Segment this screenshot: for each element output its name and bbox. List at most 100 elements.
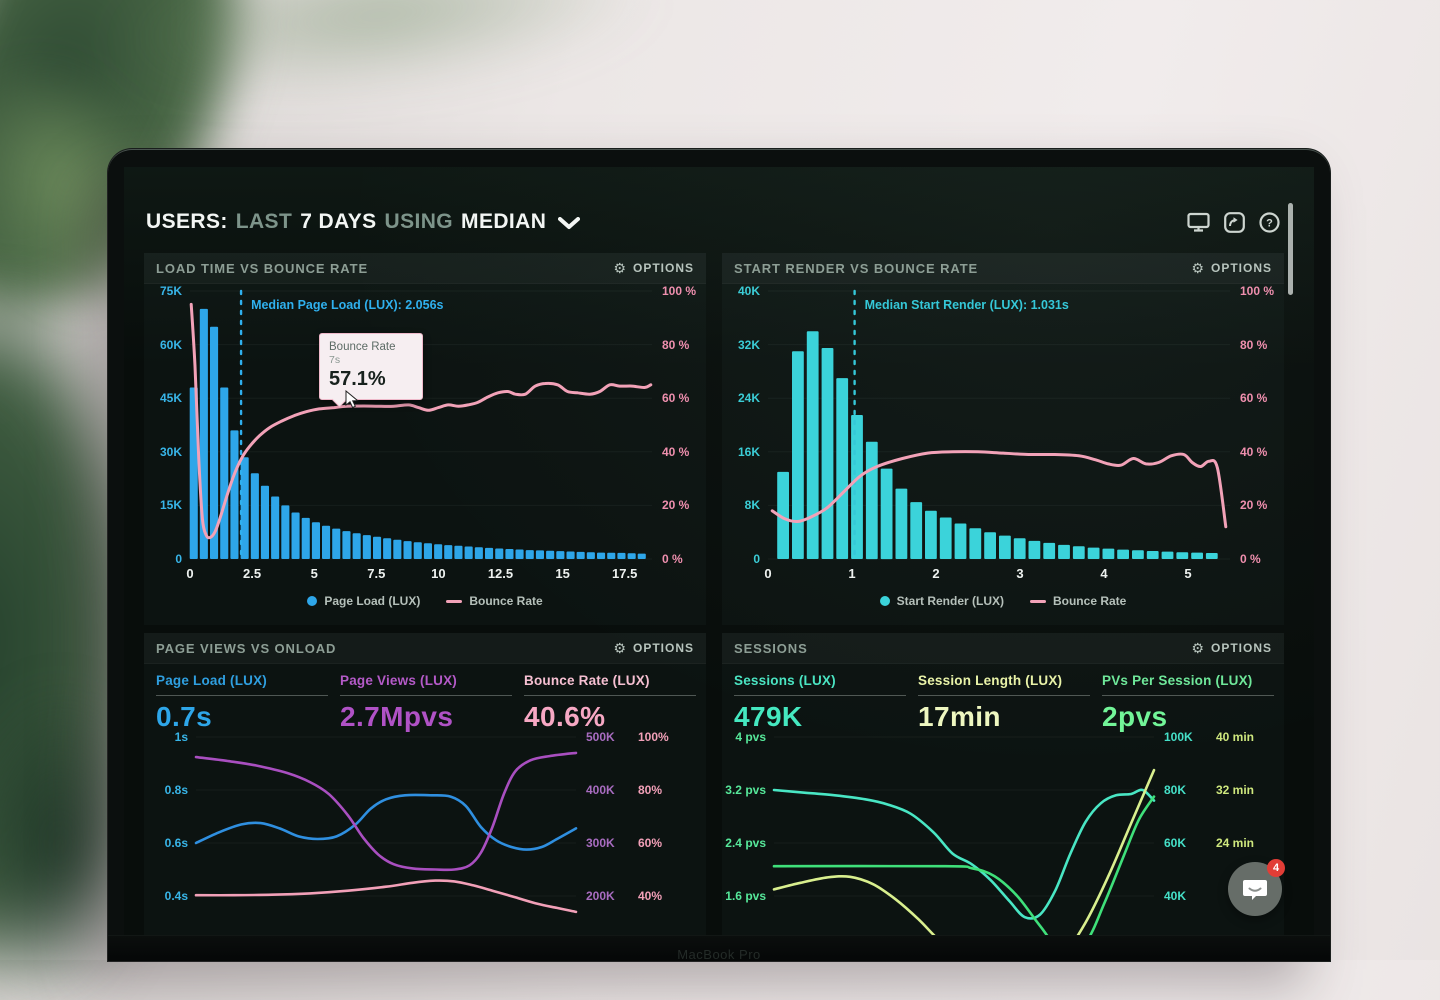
x-axis-tick-label: 12.5 — [487, 566, 514, 581]
x-axis-tick-label: 3 — [1016, 566, 1024, 581]
chat-widget-button[interactable]: 4 — [1228, 859, 1285, 916]
legend-dot-marker — [307, 596, 318, 606]
y-axis-right-label: 500K — [586, 730, 615, 744]
y-axis-left-label: 32K — [737, 337, 760, 352]
stat-underline — [340, 695, 512, 696]
median-annotation: Median Page Load (LUX): 2.056s — [251, 298, 444, 312]
panel-title: SESSIONS — [734, 640, 808, 656]
gear-icon: ⚙ — [1191, 260, 1205, 276]
chart-tooltip: Bounce Rate 7s 57.1% — [319, 333, 423, 408]
y-axis-left-label: 0.6s — [164, 836, 188, 850]
title-7days: 7 DAYS — [300, 210, 377, 233]
stat-underline — [524, 695, 696, 696]
stat-value: 0.7s — [156, 701, 213, 732]
y-axis-right-label: 20 % — [662, 498, 690, 513]
y-axis-right-label: 40K — [1164, 889, 1187, 903]
page-views-vs-onload-svg — [194, 736, 578, 914]
y-axis-right-label: 40 % — [1240, 444, 1268, 459]
options-button[interactable]: ⚙ OPTIONS — [613, 260, 694, 276]
plant-leaf — [104, 0, 656, 108]
panel-page-views-vs-onload: PAGE VIEWS VS ONLOAD ⚙ OPTIONS 1s 0.8s 0.6… — [144, 633, 706, 935]
stat-underline — [1102, 695, 1274, 696]
y-axis-right-label: 20 % — [1240, 498, 1268, 513]
y-axis-right-label: 100K — [1164, 730, 1193, 744]
y-axis-left-label: 1.6 pvs — [725, 889, 766, 903]
y-axis-left-label: 45K — [159, 391, 182, 406]
stat-underline — [156, 695, 328, 696]
legend-item[interactable]: Start Render (LUX) — [879, 594, 1004, 608]
legend-label: Page Load (LUX) — [324, 594, 421, 608]
stat-page-load-lux-: Page Load (LUX) 0.7s — [156, 673, 332, 733]
x-axis-tick-label: 2.5 — [243, 566, 262, 581]
y-axis-left-label: 0 — [175, 552, 182, 566]
start-render-chart[interactable]: 40K 32K 24K 16K 8K 0 100 % 80 % 60 % 40 % 20 % 0 % 0… — [722, 253, 1284, 625]
y-axis-right-label: 0 % — [1240, 552, 1261, 566]
page-title-dropdown[interactable]: USERS: LAST 7 DAYS USING MEDIAN — [146, 210, 581, 234]
sessions-svg — [772, 736, 1156, 935]
y-axis-right-label-2: 24 min — [1216, 836, 1255, 850]
y-axis-right-label: 80 % — [1240, 337, 1268, 352]
y-axis-left-label: 8K — [744, 498, 760, 513]
options-button[interactable]: ⚙ OPTIONS — [1191, 640, 1272, 656]
y-axis-left-label: 40K — [737, 284, 760, 298]
y-axis-left-label: 24K — [737, 391, 760, 406]
stat-value: 40.6% — [524, 701, 606, 732]
gear-icon: ⚙ — [613, 260, 627, 276]
sessions-chart[interactable]: 4 pvs 3.2 pvs 2.4 pvs 1.6 pvs 100K 80K 60K 40K 4… — [722, 633, 1284, 935]
options-button[interactable]: ⚙ OPTIONS — [613, 640, 694, 656]
stat-label: Page Views (LUX) — [340, 673, 457, 688]
y-axis-right-label: 80 % — [662, 337, 690, 352]
stat-label: Sessions (LUX) — [734, 673, 836, 688]
display-icon[interactable] — [1187, 212, 1210, 232]
options-button[interactable]: ⚙ OPTIONS — [1191, 260, 1272, 276]
start-render-vs-bounce-rate-svg — [768, 289, 1230, 561]
chart-legend: Start Render (LUX) Bounce Rate — [722, 594, 1284, 608]
y-axis-right-label: 60K — [1164, 836, 1187, 850]
y-axis-right-label: 60 % — [1240, 391, 1268, 406]
legend-label: Bounce Rate — [469, 594, 543, 608]
y-axis-right-label-2: 32 min — [1216, 783, 1255, 797]
load-time-chart[interactable]: 75K 60K 45K 30K 15K 0 100 % 80 % 60 % 40 % 20 % 0 %… — [144, 253, 706, 625]
laptop-bezel: MacBook Pro — [108, 935, 1330, 961]
x-axis-tick-label: 4 — [1100, 566, 1108, 581]
dashboard-screen: USERS: LAST 7 DAYS USING MEDIAN ? — [124, 167, 1314, 935]
y-axis-right-label: 80K — [1164, 783, 1187, 797]
panel-title: START RENDER VS BOUNCE RATE — [734, 260, 979, 276]
legend-item[interactable]: Bounce Rate — [1029, 594, 1127, 608]
y-axis-right-label: 40 % — [662, 444, 690, 459]
tooltip-x-value: 7s — [329, 354, 341, 366]
panel-load-time-vs-bounce-rate: LOAD TIME VS BOUNCE RATE ⚙ OPTIONS 75K 60… — [144, 253, 706, 625]
y-axis-left-label: 15K — [159, 498, 182, 513]
y-axis-right-label: 400K — [586, 783, 615, 797]
y-axis-left-label: 4 pvs — [735, 730, 766, 744]
y-axis-right-label: 100 % — [662, 284, 697, 298]
help-icon[interactable]: ? — [1259, 211, 1280, 233]
panel-title: PAGE VIEWS VS ONLOAD — [156, 640, 337, 656]
legend-label: Bounce Rate — [1052, 594, 1127, 608]
stat-value: 479K — [734, 701, 803, 732]
panel-start-render-vs-bounce-rate: START RENDER VS BOUNCE RATE ⚙ OPTIONS 40… — [722, 253, 1284, 625]
scrollbar-thumb[interactable] — [1288, 203, 1293, 295]
x-axis-tick-label: 17.5 — [612, 566, 638, 581]
title-last: LAST — [235, 210, 293, 233]
legend-line-marker — [1029, 599, 1046, 603]
y-axis-left-label: 75K — [159, 284, 182, 298]
laptop-brand: MacBook Pro — [677, 947, 761, 961]
chat-unread-badge: 4 — [1267, 859, 1285, 877]
stat-sessions-lux-: Sessions (LUX) 479K — [734, 673, 910, 733]
x-axis-tick-label: 5 — [310, 566, 318, 581]
legend-item[interactable]: Page Load (LUX) — [307, 594, 420, 608]
stat-value: 17min — [918, 701, 1001, 732]
title-using: USING — [384, 210, 454, 233]
page-views-chart[interactable]: 1s 0.8s 0.6s 0.4s 500K 400K 300K 200K 100% 80% 60%… — [144, 633, 706, 935]
share-icon[interactable] — [1224, 211, 1245, 233]
laptop: USERS: LAST 7 DAYS USING MEDIAN ? — [108, 149, 1330, 961]
x-axis-tick-label: 2 — [932, 566, 940, 581]
y-axis-left-label: 2.4 pvs — [725, 836, 766, 850]
legend-line-marker — [446, 599, 463, 603]
y-axis-right-label-2: 100% — [638, 730, 669, 744]
stat-value: 2pvs — [1102, 701, 1168, 732]
x-axis-tick-label: 15 — [555, 566, 570, 581]
x-axis-tick-label: 10 — [431, 566, 446, 581]
legend-item[interactable]: Bounce Rate — [446, 594, 543, 608]
